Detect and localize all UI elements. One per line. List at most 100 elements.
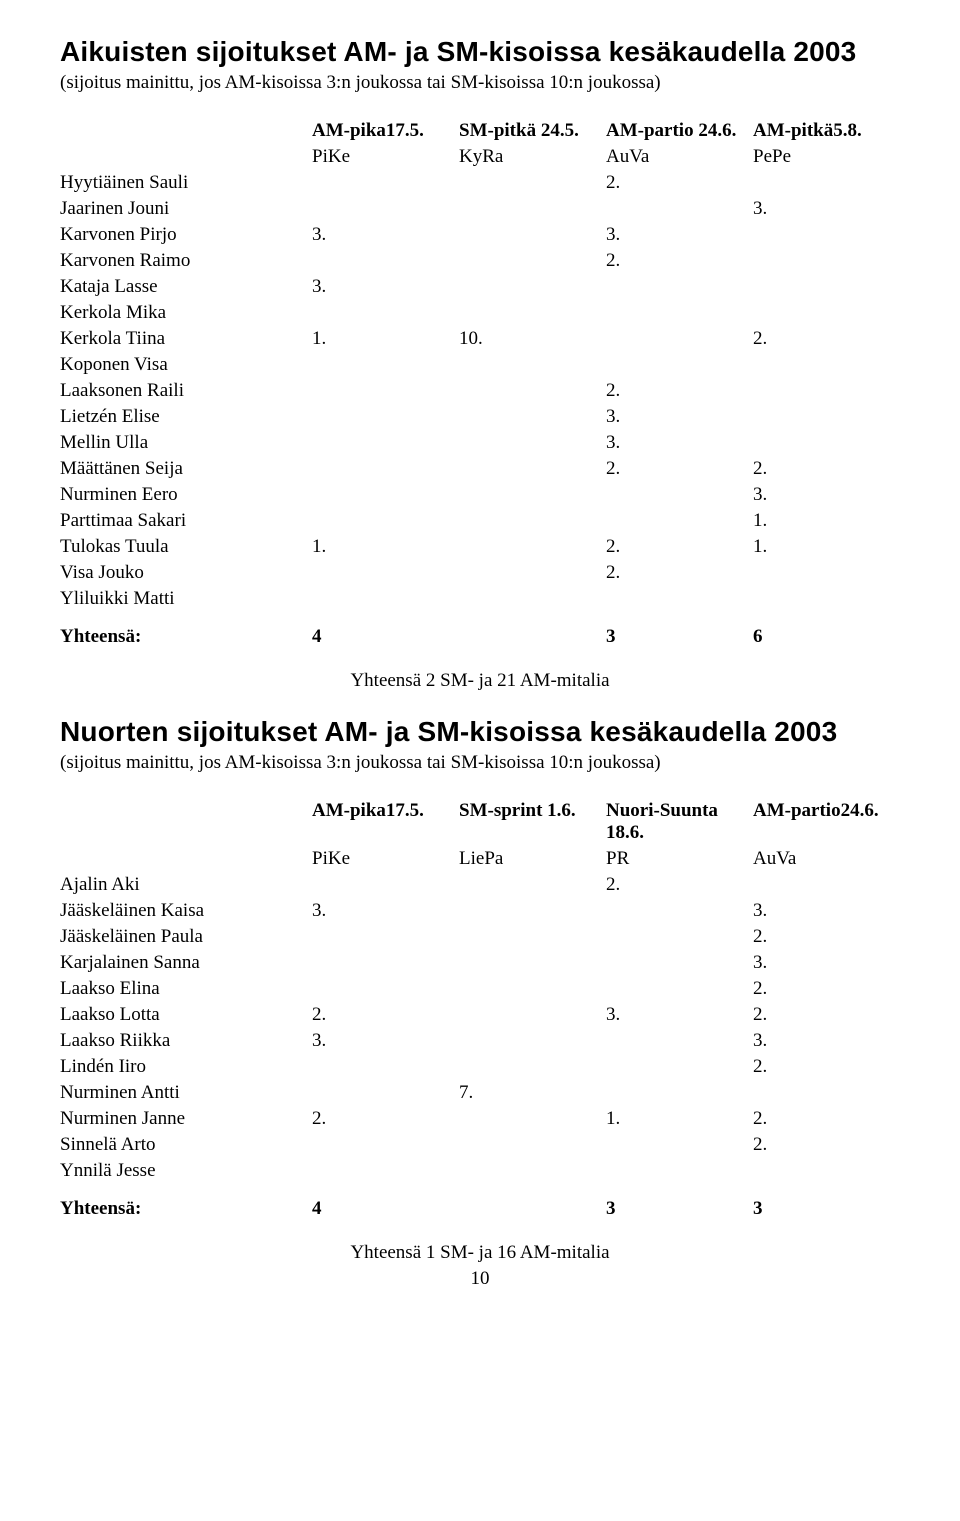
row-cell: 2. [606, 248, 753, 274]
col-subheader: PePe [753, 144, 900, 170]
total-cell: 4 [312, 1184, 459, 1222]
row-cell [753, 1080, 900, 1106]
table-row: Hyytiäinen Sauli2. [60, 170, 900, 196]
row-name: Kerkola Tiina [60, 326, 312, 352]
table-row: Sinnelä Arto 2. [60, 1132, 900, 1158]
row-name: Laakso Elina [60, 976, 312, 1002]
table-row: Parttimaa Sakari1. [60, 508, 900, 534]
row-cell [753, 378, 900, 404]
table-row: Karvonen Raimo 2. [60, 248, 900, 274]
row-cell [459, 1158, 606, 1184]
section2-total-row: Yhteensä: 4 3 3 [60, 1184, 900, 1222]
row-cell [312, 1080, 459, 1106]
row-cell [459, 248, 606, 274]
row-cell: 3. [312, 274, 459, 300]
total-cell: 3 [606, 612, 753, 650]
row-cell [606, 352, 753, 378]
row-cell: 3. [312, 1028, 459, 1054]
row-cell [753, 222, 900, 248]
row-cell [606, 1132, 753, 1158]
row-name: Laakso Riikka [60, 1028, 312, 1054]
row-name: Tulokas Tuula [60, 534, 312, 560]
row-name: Nurminen Antti [60, 1080, 312, 1106]
row-cell [459, 898, 606, 924]
row-name: Karvonen Raimo [60, 248, 312, 274]
row-cell [606, 898, 753, 924]
section1-header-events: AM-pika17.5. SM-pitkä 24.5. AM-partio 24… [60, 118, 900, 144]
col-subheader: AuVa [606, 144, 753, 170]
row-cell [459, 560, 606, 586]
table-row: Jääskeläinen Paula2. [60, 924, 900, 950]
col-header: AM-pika17.5. [312, 798, 459, 846]
row-cell [753, 170, 900, 196]
row-cell: 2. [753, 456, 900, 482]
section1-summary: Yhteensä 2 SM- ja 21 AM-mitalia [60, 670, 900, 692]
row-cell [312, 482, 459, 508]
section1-title: Aikuisten sijoitukset AM- ja SM-kisoissa… [60, 36, 900, 68]
row-cell [459, 1132, 606, 1158]
table-row: Nurminen Janne2.1.2. [60, 1106, 900, 1132]
row-cell [459, 872, 606, 898]
row-cell [312, 1054, 459, 1080]
row-cell: 1. [753, 534, 900, 560]
total-label: Yhteensä: [60, 1184, 312, 1222]
row-name: Hyytiäinen Sauli [60, 170, 312, 196]
row-cell: 2. [312, 1106, 459, 1132]
row-name: Kataja Lasse [60, 274, 312, 300]
row-cell [459, 456, 606, 482]
row-cell [753, 404, 900, 430]
col-header: SM-sprint 1.6. [459, 798, 606, 846]
col-header: AM-partio 24.6. [606, 118, 753, 144]
row-cell [312, 950, 459, 976]
table-row: Lietzén Elise3. [60, 404, 900, 430]
row-cell: 2. [753, 1106, 900, 1132]
row-cell: 2. [753, 1002, 900, 1028]
row-name: Laaksonen Raili [60, 378, 312, 404]
row-cell [459, 378, 606, 404]
row-cell: 7. [459, 1080, 606, 1106]
row-name: Yliluikki Matti [60, 586, 312, 612]
row-cell [312, 248, 459, 274]
row-cell [753, 1158, 900, 1184]
row-cell [312, 1158, 459, 1184]
table-row: Määttänen Seija2.2. [60, 456, 900, 482]
row-cell [459, 274, 606, 300]
table-row: Nurminen Eero3. [60, 482, 900, 508]
table-row: Visa Jouko2. [60, 560, 900, 586]
row-name: Lindén Iiro [60, 1054, 312, 1080]
row-cell [753, 300, 900, 326]
row-cell [459, 1106, 606, 1132]
section1-header-clubs: PiKe KyRa AuVa PePe [60, 144, 900, 170]
row-cell [753, 248, 900, 274]
total-cell: 3 [753, 1184, 900, 1222]
row-cell [312, 586, 459, 612]
row-cell [606, 1028, 753, 1054]
row-cell [459, 950, 606, 976]
row-cell [459, 1002, 606, 1028]
row-name: Ynnilä Jesse [60, 1158, 312, 1184]
row-cell: 2. [606, 872, 753, 898]
row-name: Kerkola Mika [60, 300, 312, 326]
row-cell: 1. [312, 534, 459, 560]
row-cell [459, 196, 606, 222]
row-cell: 2. [753, 326, 900, 352]
section1-table: AM-pika17.5. SM-pitkä 24.5. AM-partio 24… [60, 118, 900, 650]
row-name: Nurminen Janne [60, 1106, 312, 1132]
row-cell [312, 430, 459, 456]
col-subheader: PiKe [312, 144, 459, 170]
row-cell [312, 378, 459, 404]
col-header: Nuori-Suunta 18.6. [606, 798, 753, 846]
row-cell [459, 222, 606, 248]
row-cell [753, 274, 900, 300]
row-cell: 2. [753, 1054, 900, 1080]
table-row: Kerkola Tiina1.10.2. [60, 326, 900, 352]
row-cell: 3. [753, 196, 900, 222]
col-header: SM-pitkä 24.5. [459, 118, 606, 144]
total-cell: 6 [753, 612, 900, 650]
row-cell [459, 534, 606, 560]
row-cell: 3. [606, 1002, 753, 1028]
row-cell: 2. [753, 1132, 900, 1158]
row-name: Sinnelä Arto [60, 1132, 312, 1158]
row-cell [606, 924, 753, 950]
table-row: Laakso Riikka3.3. [60, 1028, 900, 1054]
